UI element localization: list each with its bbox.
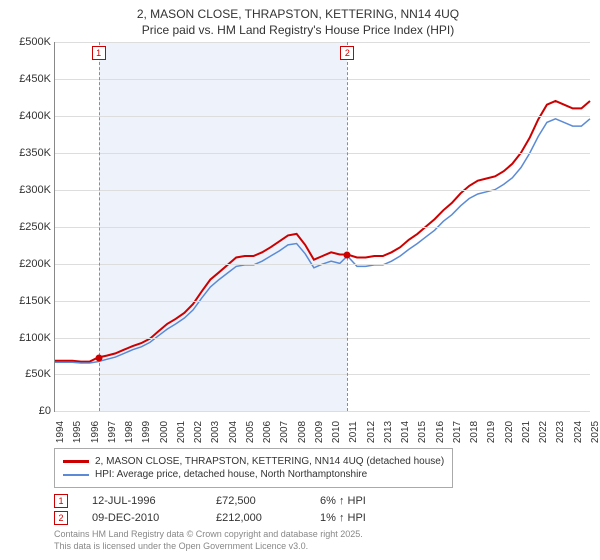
y-tick-label: £350K <box>3 147 51 159</box>
sales-table: 1 12-JUL-1996 £72,500 6% ↑ HPI 2 09-DEC-… <box>54 494 590 525</box>
sale-marker-icon: 2 <box>54 511 68 525</box>
y-tick-label: £150K <box>3 295 51 307</box>
x-tick-label: 2023 <box>555 421 566 443</box>
sale-dot <box>95 354 102 361</box>
x-tick-label: 1996 <box>90 421 101 443</box>
sales-row: 2 09-DEC-2010 £212,000 1% ↑ HPI <box>54 511 590 525</box>
y-tick-label: £300K <box>3 184 51 196</box>
y-gridline <box>55 227 590 228</box>
footnote-line-1: Contains HM Land Registry data © Crown c… <box>54 529 363 539</box>
series-hpi <box>55 119 590 363</box>
x-tick-label: 1997 <box>107 421 118 443</box>
x-tick-label: 1994 <box>55 421 66 443</box>
sale-diff: 6% ↑ HPI <box>320 495 400 507</box>
x-tick-label: 2019 <box>486 421 497 443</box>
chart-container: 2, MASON CLOSE, THRAPSTON, KETTERING, NN… <box>0 0 600 560</box>
x-tick-label: 2024 <box>573 421 584 443</box>
x-tick-label: 2006 <box>262 421 273 443</box>
sale-date: 09-DEC-2010 <box>92 512 192 524</box>
x-tick-label: 2011 <box>348 422 359 444</box>
footnote: Contains HM Land Registry data © Crown c… <box>54 529 590 552</box>
legend: 2, MASON CLOSE, THRAPSTON, KETTERING, NN… <box>54 448 453 488</box>
y-gridline <box>55 153 590 154</box>
x-tick-label: 2017 <box>452 421 463 443</box>
y-tick-label: £250K <box>3 221 51 233</box>
x-tick-label: 2009 <box>314 421 325 443</box>
x-tick-label: 2025 <box>590 421 600 443</box>
x-tick-label: 2014 <box>400 421 411 443</box>
sale-date: 12-JUL-1996 <box>92 495 192 507</box>
legend-item: HPI: Average price, detached house, Nort… <box>63 469 444 480</box>
plot-area: £0£50K£100K£150K£200K£250K£300K£350K£400… <box>54 42 590 412</box>
x-tick-label: 2000 <box>159 421 170 443</box>
y-tick-label: £450K <box>3 73 51 85</box>
y-tick-label: £100K <box>3 332 51 344</box>
x-tick-label: 2007 <box>279 421 290 443</box>
legend-swatch <box>63 460 89 463</box>
sale-marker-icon: 1 <box>54 494 68 508</box>
y-gridline <box>55 42 590 43</box>
sale-dash <box>347 42 348 411</box>
x-tick-label: 1995 <box>72 421 83 443</box>
x-tick-label: 2010 <box>331 421 342 443</box>
x-tick-label: 2021 <box>521 421 532 443</box>
y-tick-label: £50K <box>3 368 51 380</box>
series-price_paid <box>55 101 590 362</box>
y-gridline <box>55 79 590 80</box>
footnote-line-2: This data is licensed under the Open Gov… <box>54 541 308 551</box>
x-tick-label: 2002 <box>193 421 204 443</box>
x-tick-label: 2016 <box>435 421 446 443</box>
x-tick-label: 2022 <box>538 421 549 443</box>
legend-label: HPI: Average price, detached house, Nort… <box>95 469 367 480</box>
y-tick-label: £0 <box>3 405 51 417</box>
y-tick-label: £200K <box>3 258 51 270</box>
legend-item: 2, MASON CLOSE, THRAPSTON, KETTERING, NN… <box>63 456 444 467</box>
x-tick-label: 2008 <box>297 421 308 443</box>
y-gridline <box>55 301 590 302</box>
sale-dot <box>344 251 351 258</box>
legend-swatch <box>63 474 89 476</box>
x-tick-label: 2013 <box>383 421 394 443</box>
sale-price: £212,000 <box>216 512 296 524</box>
title-line-2: Price paid vs. HM Land Registry's House … <box>142 23 454 37</box>
x-tick-label: 2003 <box>210 421 221 443</box>
chart-title: 2, MASON CLOSE, THRAPSTON, KETTERING, NN… <box>6 6 590 38</box>
x-tick-label: 1998 <box>124 421 135 443</box>
sales-row: 1 12-JUL-1996 £72,500 6% ↑ HPI <box>54 494 590 508</box>
y-gridline <box>55 411 590 412</box>
legend-label: 2, MASON CLOSE, THRAPSTON, KETTERING, NN… <box>95 456 444 467</box>
x-tick-label: 2005 <box>245 421 256 443</box>
y-gridline <box>55 190 590 191</box>
sale-diff: 1% ↑ HPI <box>320 512 400 524</box>
sale-price: £72,500 <box>216 495 296 507</box>
x-tick-label: 2018 <box>469 421 480 443</box>
y-tick-label: £500K <box>3 36 51 48</box>
x-tick-label: 2020 <box>504 421 515 443</box>
x-tick-label: 2012 <box>366 421 377 443</box>
x-tick-label: 2001 <box>176 421 187 443</box>
sale-marker-box: 1 <box>92 46 106 60</box>
x-tick-label: 2004 <box>228 421 239 443</box>
x-tick-label: 2015 <box>417 421 428 443</box>
y-tick-label: £400K <box>3 110 51 122</box>
x-tick-label: 1999 <box>141 421 152 443</box>
sale-marker-box: 2 <box>340 46 354 60</box>
y-gridline <box>55 116 590 117</box>
title-line-1: 2, MASON CLOSE, THRAPSTON, KETTERING, NN… <box>137 7 459 21</box>
y-gridline <box>55 264 590 265</box>
y-gridline <box>55 374 590 375</box>
y-gridline <box>55 338 590 339</box>
